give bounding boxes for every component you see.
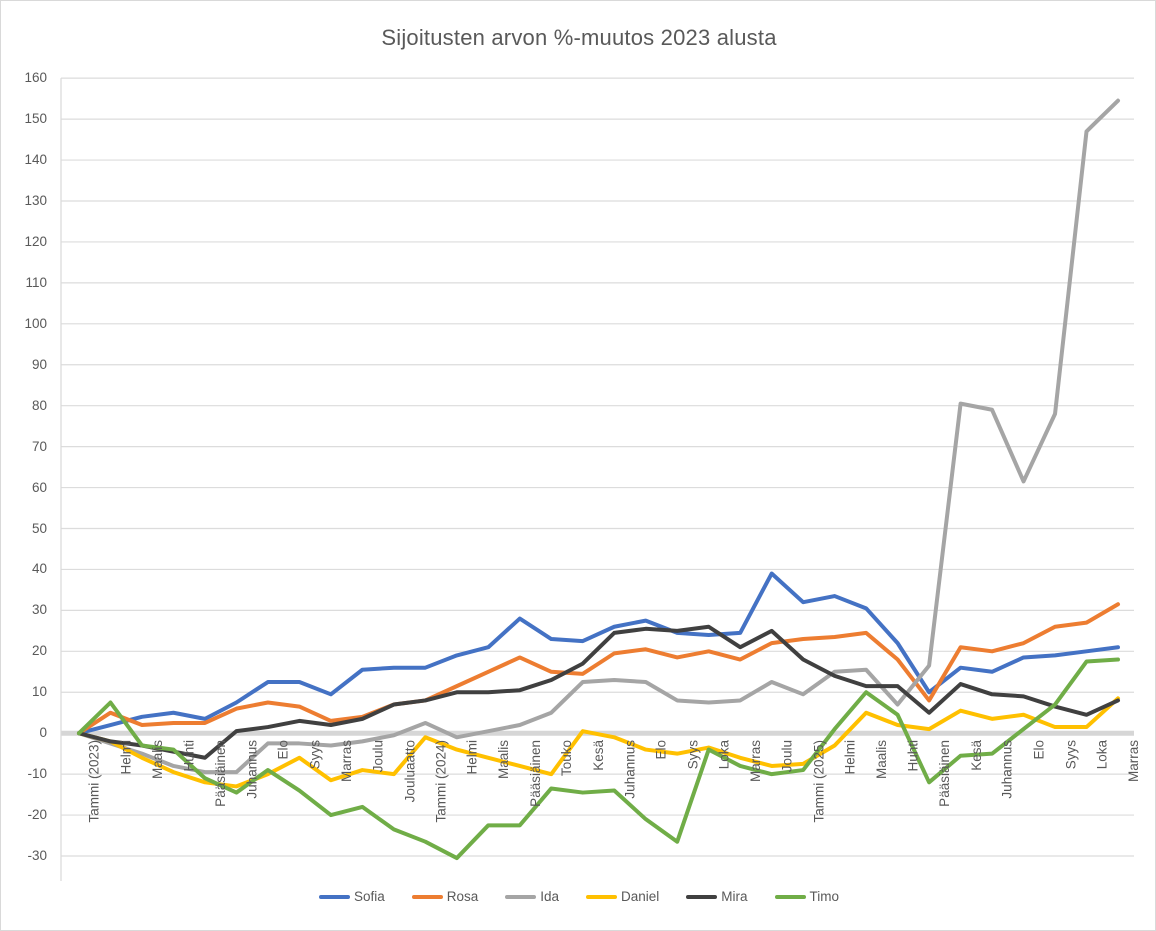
series-line-rosa [77, 602, 1120, 736]
y-tick-label: 0 [39, 725, 47, 741]
legend-label: Sofia [353, 889, 385, 904]
legend-swatch-icon [318, 894, 350, 899]
x-tick-label: Loka [716, 740, 732, 770]
y-tick-label: 150 [24, 111, 47, 127]
x-tick-label: Syys [307, 740, 323, 770]
y-tick-label: 20 [31, 643, 47, 659]
x-tick-label: Helmi [118, 740, 134, 775]
x-tick-label: Maalis [874, 740, 890, 780]
y-tick-label: -30 [27, 848, 47, 864]
x-tick-label: Marras [1126, 740, 1141, 783]
x-tick-label: Loka [1094, 740, 1110, 770]
x-tick-label: Elo [275, 740, 291, 760]
legend-item-rosa: Rosa [411, 889, 479, 904]
y-tick-label: -10 [27, 766, 47, 782]
y-tick-label: 80 [31, 397, 47, 413]
y-tick-label: 120 [24, 233, 47, 249]
x-tick-label: Syys [685, 740, 701, 770]
x-tick-label: Tammi (2023) [87, 740, 102, 823]
y-tick-label: 90 [31, 356, 47, 372]
x-tick-label: Helmi [464, 740, 480, 775]
legend-item-sofia: Sofia [318, 889, 385, 904]
y-tick-label: 70 [31, 438, 47, 454]
x-tick-label: Huhti [905, 740, 921, 772]
legend-swatch-icon [686, 894, 718, 899]
x-tick-label: Juhannus [244, 740, 260, 799]
x-tick-label: Pääsiäinen [937, 740, 953, 807]
y-tick-label: 100 [24, 315, 47, 331]
y-tick-label: 40 [31, 561, 47, 577]
legend-label: Rosa [446, 889, 479, 904]
y-tick-label: 110 [25, 274, 47, 290]
legend-label: Ida [540, 889, 560, 904]
legend: Sofia Rosa Ida Daniel Mira Timo [1, 889, 1155, 904]
legend-label: Mira [721, 889, 748, 904]
x-tick-label: Pääsiäinen [212, 740, 228, 807]
y-tick-label: 60 [31, 479, 47, 495]
x-tick-label: Maalis [496, 740, 512, 780]
legend-label: Daniel [621, 889, 660, 904]
x-tick-label: Syys [1063, 740, 1079, 770]
series-line-mira [77, 624, 1120, 760]
x-tick-label: Joulu [779, 740, 795, 773]
legend-swatch-icon [586, 894, 618, 899]
legend-item-timo: Timo [774, 889, 840, 904]
x-tick-label: Tammi (2024) [433, 740, 449, 823]
legend-item-mira: Mira [686, 889, 748, 904]
legend-item-ida: Ida [505, 889, 559, 904]
x-tick-label: Joulu [370, 740, 386, 773]
x-tick-label: Huhti [181, 740, 197, 772]
y-tick-label: -20 [27, 807, 47, 823]
x-tick-label: Tammi (2025) [811, 740, 827, 823]
y-tick-label: 160 [24, 70, 47, 86]
x-tick-label: Kesä [590, 740, 606, 771]
chart-title: Sijoitusten arvon %-muutos 2023 alusta [381, 25, 777, 50]
legend-item-daniel: Daniel [586, 889, 659, 904]
legend-swatch-icon [411, 894, 443, 899]
legend-swatch-icon [774, 894, 806, 899]
x-tick-label: Pääsiäinen [527, 740, 543, 807]
x-tick-label: Helmi [842, 740, 858, 775]
y-tick-label: 10 [31, 684, 47, 700]
x-tick-label: Elo [1031, 740, 1047, 760]
x-tick-label: Maalis [149, 740, 165, 780]
legend-label: Timo [809, 889, 840, 904]
series-line-timo [77, 657, 1120, 861]
x-tick-label: Elo [653, 740, 669, 760]
x-tick-label: Kesä [968, 740, 984, 771]
x-tick-label: Jouluaatto [401, 740, 417, 803]
legend-swatch-icon [505, 894, 537, 899]
y-tick-label: 50 [31, 520, 47, 536]
series-line-ida [77, 98, 1120, 775]
y-tick-label: 140 [24, 152, 47, 168]
x-tick-label: Marras [748, 740, 764, 783]
y-tick-label: 30 [31, 602, 47, 618]
x-tick-label: Touko [559, 740, 575, 777]
series-line-sofia [77, 571, 1120, 736]
y-tick-label: 130 [24, 192, 47, 208]
x-tick-label: Juhannus [1000, 740, 1016, 799]
x-tick-label: Marras [338, 740, 354, 783]
x-tick-label: Juhannus [622, 740, 638, 799]
